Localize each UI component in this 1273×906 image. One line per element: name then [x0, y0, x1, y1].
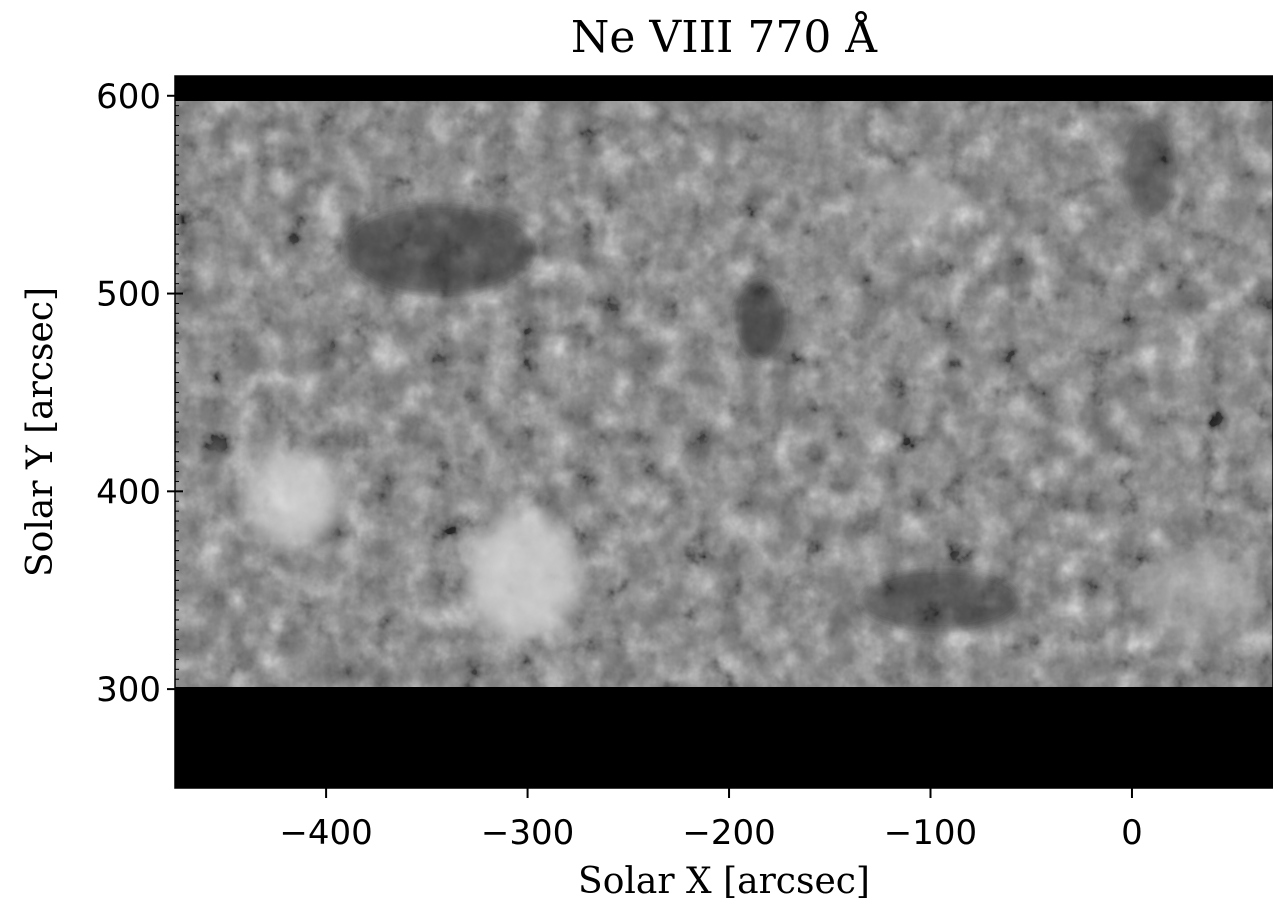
x-axis-label: Solar X [arcsec] — [578, 861, 870, 902]
x-tick-label: −300 — [481, 813, 574, 853]
dark-patch-3 — [860, 570, 1020, 630]
y-axis: 300 400 500 600 — [96, 77, 183, 710]
y-tick-label: 300 — [96, 670, 161, 710]
x-tick-label: −100 — [884, 813, 977, 853]
bright-patch-right — [1140, 545, 1260, 635]
dark-patch-1 — [345, 205, 535, 295]
bright-patch-top — [860, 165, 960, 235]
bright-patch-left — [247, 449, 337, 545]
dark-patch-4 — [1125, 120, 1175, 220]
chart-title: Ne VIII 770 Å — [571, 10, 878, 63]
x-tick-label: 0 — [1121, 813, 1143, 853]
dark-patch-2 — [735, 280, 785, 360]
y-minor-ticks — [175, 75, 179, 789]
x-tick-label: −400 — [279, 813, 372, 853]
x-axis: −400 −300 −200 −100 0 — [279, 788, 1143, 853]
dark-regions — [345, 120, 1175, 630]
y-axis-label: Solar Y [arcsec] — [20, 287, 61, 577]
bright-patch-center — [468, 511, 578, 641]
intensity-texture — [175, 101, 1273, 687]
intensity-image — [175, 101, 1273, 687]
y-tick-label: 500 — [96, 275, 161, 315]
bright-regions — [247, 165, 1260, 641]
x-tick-label: −200 — [682, 813, 775, 853]
y-tick-label: 600 — [96, 77, 161, 117]
y-tick-label: 400 — [96, 472, 161, 512]
